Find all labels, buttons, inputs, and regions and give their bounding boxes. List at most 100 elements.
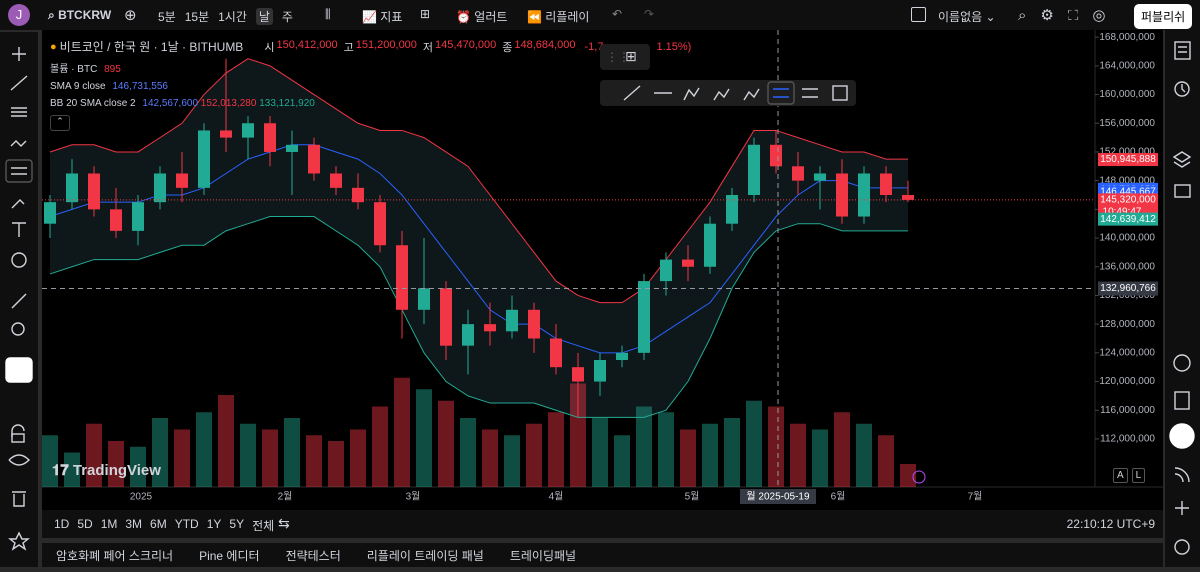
tab[interactable]: Pine 에디터 xyxy=(199,548,260,563)
scale-button[interactable]: A xyxy=(1113,468,1128,483)
price-tag xyxy=(1098,153,1158,167)
interval[interactable]: 날 xyxy=(255,8,273,25)
replay-text: 리플레이 xyxy=(545,10,590,24)
templates[interactable]: ⊞ xyxy=(420,7,431,21)
candle-body xyxy=(880,173,892,196)
interval[interactable]: 주 xyxy=(281,10,293,24)
x-tick-label: 2025 xyxy=(130,492,153,503)
indicators[interactable]: 📈 지표 xyxy=(362,10,403,24)
avatar[interactable]: J xyxy=(8,4,30,26)
checkbox[interactable] xyxy=(911,7,926,22)
candle-body xyxy=(264,123,276,152)
y-tick-label: 156,000,000 xyxy=(1099,118,1155,129)
change-pct: 1.15%) xyxy=(656,40,692,53)
candle-body xyxy=(308,144,320,174)
range-button[interactable]: 1Y xyxy=(206,517,222,531)
x-tick-label: 3월 xyxy=(406,491,421,503)
range-button[interactable]: 전체 xyxy=(252,519,275,533)
logo: 𝟏𝟕 TradingView xyxy=(52,462,161,479)
top-toolbar: J ⌕ BTCKRW ⊕ 5분 15분 1시간 날 주 ⫼ 📈 지표 ⊞ ⏰ 얼러트 ⏪… xyxy=(0,0,1200,30)
x-tick-label: 7월 xyxy=(968,491,983,503)
volume-bar xyxy=(878,435,894,487)
scale-button[interactable]: L xyxy=(1131,468,1146,483)
candle-body xyxy=(770,144,782,167)
volume-name: 볼륨 · BTC xyxy=(50,64,98,75)
volume-bar xyxy=(548,412,564,487)
volume-bar xyxy=(856,423,872,487)
publish-button[interactable]: 퍼블리쉬 xyxy=(1134,4,1193,29)
indicators-text: 지표 xyxy=(380,10,403,24)
volume-bar xyxy=(526,423,542,487)
range-button[interactable]: 1D xyxy=(54,517,70,531)
volume-bar xyxy=(812,429,828,487)
range-button[interactable]: 5D xyxy=(77,517,93,531)
interval[interactable]: 5분 xyxy=(158,10,176,24)
volume-bar xyxy=(328,441,344,487)
coin-icon: ● xyxy=(50,40,57,53)
candle-body xyxy=(814,173,826,181)
volume-bar xyxy=(416,389,432,487)
volume-bar xyxy=(218,395,234,487)
indicator-line xyxy=(49,144,908,354)
candle-body xyxy=(616,352,628,361)
y-tick-label: 160,000,000 xyxy=(1099,89,1155,100)
candle-body xyxy=(550,338,562,368)
range-button[interactable]: 3M xyxy=(125,517,143,531)
floating-widget[interactable]: ⋮⋮ ⊞ xyxy=(600,44,650,70)
symbol[interactable]: ⌕ BTCKRW xyxy=(48,8,112,22)
volume-bar xyxy=(570,383,586,487)
y-tick-label: 140,000,000 xyxy=(1099,233,1155,244)
range-button[interactable]: 1M xyxy=(100,517,118,531)
layout-name[interactable]: 이름없음 ⌄ xyxy=(938,10,996,24)
x-tick-label: 6월 xyxy=(831,491,846,503)
intervals: 5분 15분 1시간 날 주 xyxy=(158,8,293,25)
volume-bar xyxy=(240,423,256,487)
volume-bar xyxy=(350,429,366,487)
tab[interactable]: 트레이딩패널 xyxy=(509,548,577,563)
candle-body xyxy=(242,123,254,138)
interval[interactable]: 15분 xyxy=(184,10,210,24)
logo-text: TradingView xyxy=(72,462,161,479)
candle-body xyxy=(88,173,100,210)
range-button[interactable]: YTD xyxy=(174,517,199,531)
collapse-legend[interactable]: ⌃ xyxy=(50,115,70,131)
sidebar-icons xyxy=(1169,41,1195,555)
candle-body xyxy=(462,324,474,346)
clock: 22:10:12 UTC+9 xyxy=(1066,517,1155,531)
tab[interactable]: 암호화폐 페어 스크리너 xyxy=(56,548,174,563)
candle-body xyxy=(418,288,430,310)
interval[interactable]: 1시간 xyxy=(218,10,247,24)
right-sidebar xyxy=(1165,30,1200,567)
candle-body xyxy=(198,130,210,188)
goto-date[interactable]: ⇆ xyxy=(278,515,290,531)
candle-body xyxy=(638,281,650,353)
alerts[interactable]: ⏰ 얼러트 xyxy=(456,10,508,24)
redo[interactable]: ↷ xyxy=(644,7,655,21)
volume-bar xyxy=(86,423,102,487)
candle-body xyxy=(352,187,364,203)
sma-legend: SMA 9 close 146,731,556 xyxy=(50,81,610,92)
range-button[interactable]: 5Y xyxy=(229,517,245,531)
x-tick-label: 5월 xyxy=(685,491,700,503)
volume-bar xyxy=(504,435,520,487)
indicator-line xyxy=(49,58,908,304)
sma-name: SMA 9 close xyxy=(50,81,106,92)
tab[interactable]: 리플레이 트레이딩 패널 xyxy=(366,548,484,563)
volume-bar xyxy=(174,429,190,487)
undo[interactable]: ↶ xyxy=(612,7,623,21)
range-button[interactable]: 6M xyxy=(150,517,167,531)
tab[interactable]: 전략테스터 xyxy=(285,548,341,563)
chart-type[interactable]: ⫼ xyxy=(325,7,331,21)
top-icons[interactable]: ⌕⚙⛶◎ xyxy=(1018,7,1120,24)
replay[interactable]: ⏪ 리플레이 xyxy=(527,10,590,24)
bb-upper: 152,013,280 xyxy=(200,98,257,109)
candle-body xyxy=(154,173,166,203)
change: -1,7 xyxy=(584,40,604,53)
y-tick-label: 112,000,000 xyxy=(1100,434,1155,445)
volume-bar xyxy=(394,377,410,487)
add-symbol[interactable]: ⊕ xyxy=(124,7,137,24)
y-tick-label: 148,000,000 xyxy=(1099,175,1155,186)
